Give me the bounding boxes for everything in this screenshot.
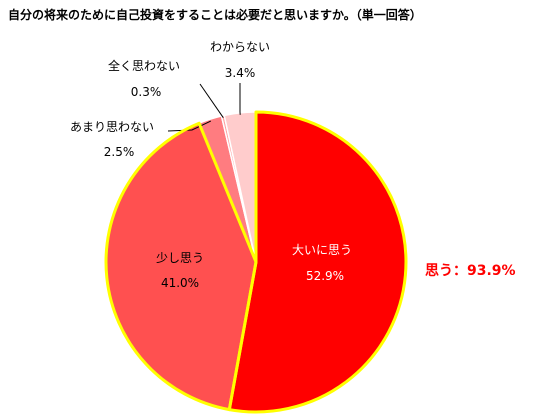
- highlight-border-0: [227, 110, 408, 414]
- leader-lines: [167, 83, 241, 132]
- slice-label-mattaku: 全く思わない: [108, 58, 180, 73]
- slice-value-sukoshi: 41.0%: [161, 276, 199, 290]
- slice-label-sukoshi: 少し思う: [156, 251, 204, 265]
- summary-label: 思う：93.9%: [425, 263, 516, 279]
- slice-value-wakaranai: 3.4%: [225, 66, 256, 80]
- slice-label-amari: あまり思わない: [70, 120, 154, 134]
- chart-title: 自分の将来のために自己投資をすることは必要だと思いますか。（単一回答）: [8, 7, 422, 22]
- highlight-border-1: [104, 121, 258, 412]
- slice-value-ooi: 52.9%: [306, 269, 344, 283]
- slice-label-wakaranai: わからない: [210, 40, 270, 54]
- slice-value-mattaku: 0.3%: [131, 85, 162, 99]
- slice-label-ooi: 大いに思う: [292, 243, 352, 257]
- highlight-border: [104, 110, 408, 414]
- leader-line-3: [199, 83, 224, 118]
- slice-value-amari: 2.5%: [104, 145, 135, 159]
- leader-line-2: [167, 120, 212, 132]
